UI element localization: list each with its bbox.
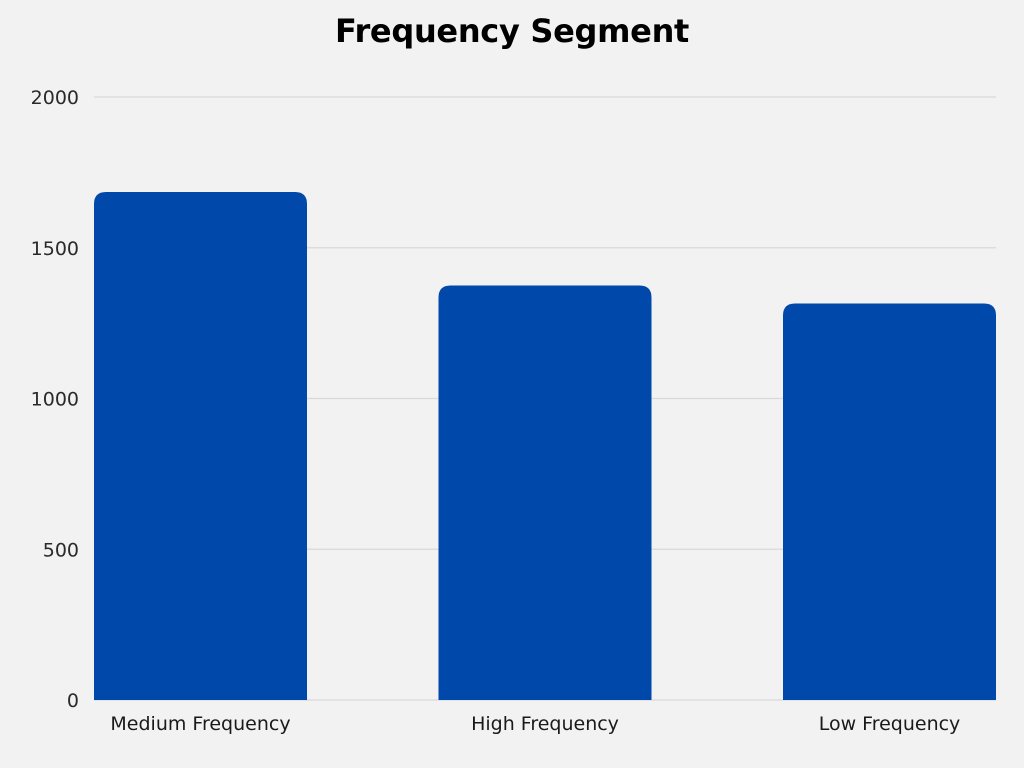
bar-low-frequency <box>783 303 996 700</box>
bar-high-frequency <box>438 285 652 700</box>
bar-medium-frequency <box>94 191 307 700</box>
x-axis-labels: Medium Frequency High Frequency Low Freque… <box>110 713 960 735</box>
y-tick-label: 1000 <box>31 389 79 411</box>
x-category-label: High Frequency <box>471 713 619 735</box>
x-category-label: Low Frequency <box>819 713 961 735</box>
bars <box>94 191 996 700</box>
y-axis-ticks: 0 500 1000 1500 2000 <box>31 87 79 712</box>
y-tick-label: 2000 <box>31 87 79 109</box>
y-tick-label: 1500 <box>31 238 79 260</box>
x-category-label: Medium Frequency <box>110 713 290 735</box>
chart-title: Frequency Segment <box>334 12 690 50</box>
y-tick-label: 0 <box>67 690 79 712</box>
y-tick-label: 500 <box>43 539 79 561</box>
